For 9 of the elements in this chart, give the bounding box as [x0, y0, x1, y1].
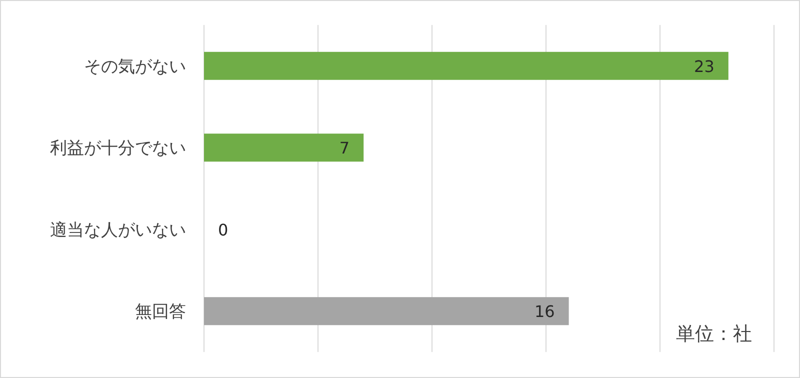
y-tick-label: 適当な人がいない	[50, 220, 186, 240]
y-tick-label: 無回答	[135, 302, 186, 322]
data-label: 16	[534, 302, 555, 322]
data-label: 7	[339, 138, 350, 158]
annotation: 単位：社	[676, 323, 752, 345]
y-tick-label: 利益が十分でない	[50, 138, 186, 159]
data-label: 23	[694, 56, 714, 76]
data-label: 0	[218, 220, 228, 240]
y-tick-label: その気がない	[84, 56, 186, 77]
